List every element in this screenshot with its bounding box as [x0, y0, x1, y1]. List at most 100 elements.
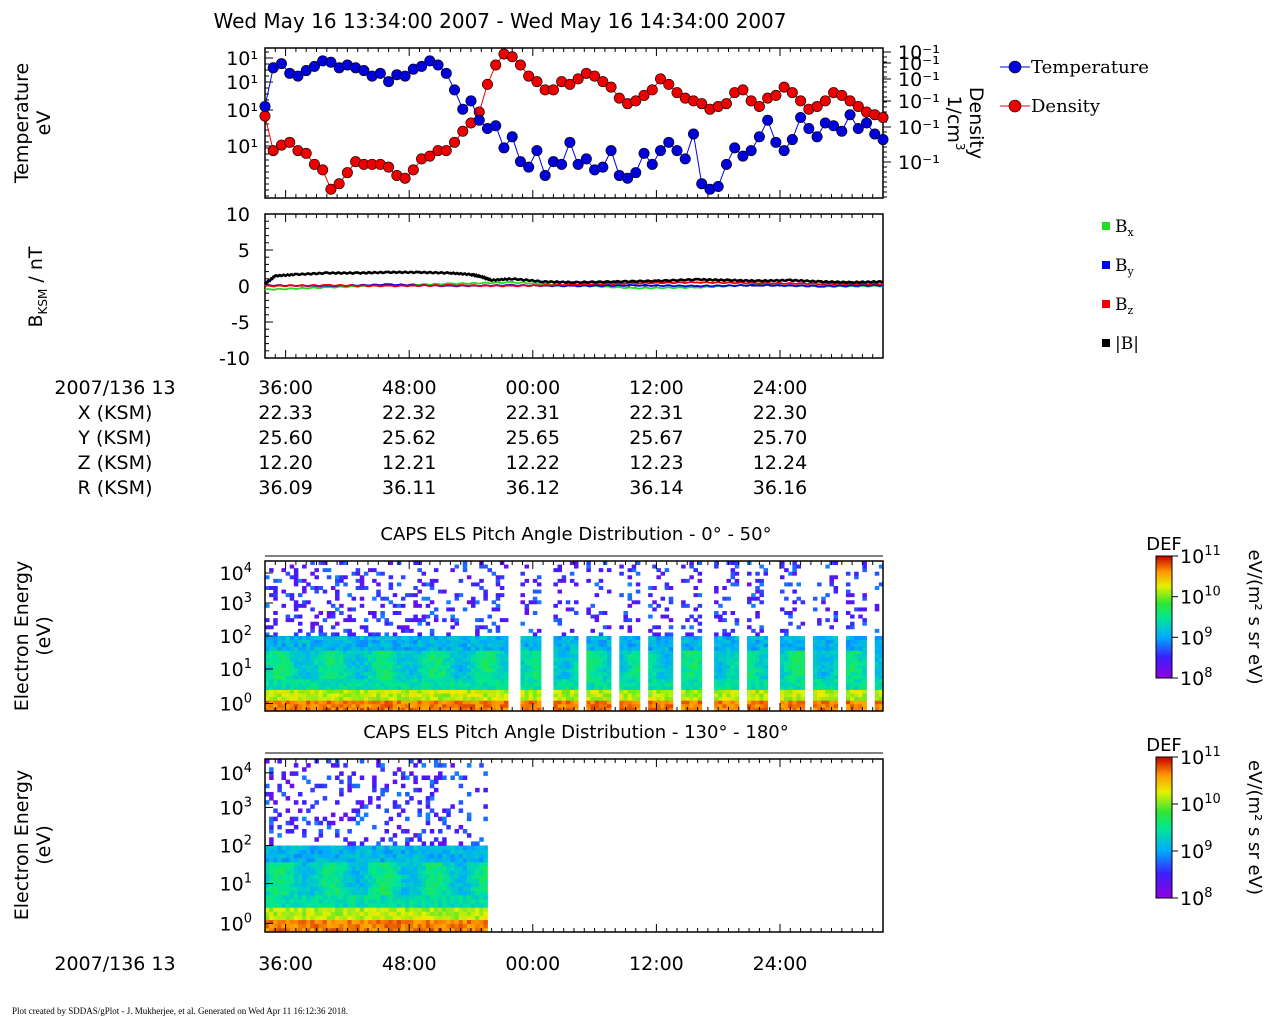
spectrogram-cell — [850, 653, 855, 658]
spectrogram-cell — [623, 671, 628, 676]
spectrogram-cell — [265, 639, 270, 644]
ephemeris-cell: 25.70 — [753, 427, 807, 449]
spectrogram-cell — [495, 596, 501, 601]
spectrogram-cell — [355, 820, 361, 826]
spectrogram-cell — [269, 775, 274, 780]
spectrogram-cell — [812, 650, 818, 655]
spectrogram-cell — [751, 653, 756, 658]
spectrogram-cell — [520, 653, 525, 658]
spectrogram-cell — [845, 643, 851, 648]
spectrogram-cell — [265, 927, 270, 933]
spectrogram-cell — [289, 861, 295, 867]
spectrogram-cell — [343, 927, 348, 933]
spectrogram-cell — [784, 646, 789, 651]
spectrogram-cell — [681, 686, 686, 690]
spectrogram-cell — [326, 636, 332, 640]
spectrogram-cell — [433, 653, 439, 658]
spectrogram-cell — [322, 636, 328, 640]
spectrogram-cell — [293, 653, 299, 658]
spectrogram-cell — [475, 661, 480, 665]
spectrogram-cell — [314, 820, 319, 826]
colorbar-cell — [1156, 633, 1172, 636]
spectrogram-cell — [302, 886, 307, 892]
spectrogram-cell — [405, 643, 410, 648]
spectrogram-cell — [495, 675, 501, 680]
spectrogram-cell — [780, 686, 785, 690]
spectrogram-cell — [821, 643, 826, 648]
spectrogram-cell — [417, 693, 422, 698]
spectrogram-cell — [359, 682, 365, 687]
data-point-temperature — [828, 120, 840, 132]
legend-marker — [1008, 99, 1022, 113]
spectrogram-cell — [479, 618, 484, 623]
spectrogram-cell — [656, 696, 661, 701]
spectrogram-cell — [812, 675, 818, 680]
spectrogram-cell — [355, 890, 361, 896]
spectrogram-cell — [660, 639, 666, 644]
data-point-density — [440, 145, 452, 157]
spectrogram-cell — [306, 707, 311, 712]
spectrogram-cell — [466, 639, 472, 644]
spectrogram-cell — [845, 671, 851, 676]
spectrogram-cell — [269, 927, 274, 933]
spectrogram-cell — [462, 696, 468, 701]
spectrogram-cell — [281, 849, 286, 855]
spectrogram-cell — [483, 661, 488, 665]
spectrogram-cell — [569, 561, 575, 565]
spectrogram-cell — [623, 636, 628, 640]
spectrogram-cell — [623, 657, 628, 662]
spectrogram-cell — [384, 596, 389, 601]
spectrogram-cell — [623, 678, 628, 683]
spectrogram-cell — [524, 668, 530, 673]
spectrogram-cell — [380, 696, 385, 701]
spectrogram-cell — [409, 675, 414, 680]
spectrogram-cell — [462, 607, 468, 612]
spectrogram-cell — [326, 927, 332, 933]
spectrogram-cell — [862, 707, 867, 712]
spectrogram-cell — [854, 693, 859, 698]
spectrogram-cell — [524, 611, 530, 615]
spectrogram-cell — [400, 643, 406, 648]
spectrogram-cell — [277, 874, 282, 879]
spectrogram-cell — [619, 653, 624, 658]
spectrogram-cell — [273, 686, 278, 690]
spectrogram-cell — [285, 849, 291, 855]
spectrogram-cell — [784, 700, 789, 705]
spectrogram-cell — [495, 707, 501, 712]
spectrogram-cell — [265, 703, 270, 708]
spectrogram-cell — [450, 696, 455, 701]
spectrogram-cell — [285, 707, 291, 712]
spectrogram-cell — [458, 678, 464, 683]
spectrogram-cell — [372, 870, 377, 875]
spectrogram-cell — [574, 650, 579, 655]
spectrogram-cell — [388, 643, 394, 648]
spectrogram-cell — [821, 668, 826, 673]
spectrogram-cell — [652, 700, 657, 705]
spectrogram-cell — [561, 643, 567, 648]
spectrogram-cell — [487, 628, 492, 633]
spectrogram-cell — [421, 841, 427, 846]
spectrogram-cell — [355, 861, 361, 867]
spectrogram-cell — [499, 618, 505, 623]
spectrogram-cell — [318, 689, 324, 694]
spectrogram-cell — [277, 646, 282, 651]
spectrogram-cell — [553, 696, 558, 701]
spectrogram-cell — [363, 890, 369, 896]
spectrogram-cell — [598, 682, 604, 687]
spectrogram-cell — [297, 886, 303, 892]
spectrogram-cell — [289, 682, 295, 687]
spectrogram-cell — [310, 653, 315, 658]
spectrogram-cell — [343, 845, 348, 851]
spectrogram-cell — [574, 661, 579, 665]
spectrogram-cell — [594, 696, 600, 701]
spectrogram-cell — [660, 657, 666, 662]
data-point-temperature — [490, 120, 502, 132]
spectrogram-cell — [829, 700, 834, 705]
spectrogram-cell — [302, 911, 307, 916]
spectrogram-cell — [405, 857, 410, 863]
spectrogram-cell — [438, 668, 443, 673]
spectrogram-cell — [302, 894, 307, 900]
spectrogram-cell — [388, 899, 394, 904]
spectrogram-cell — [619, 571, 624, 576]
spectrogram-cell — [413, 707, 418, 712]
